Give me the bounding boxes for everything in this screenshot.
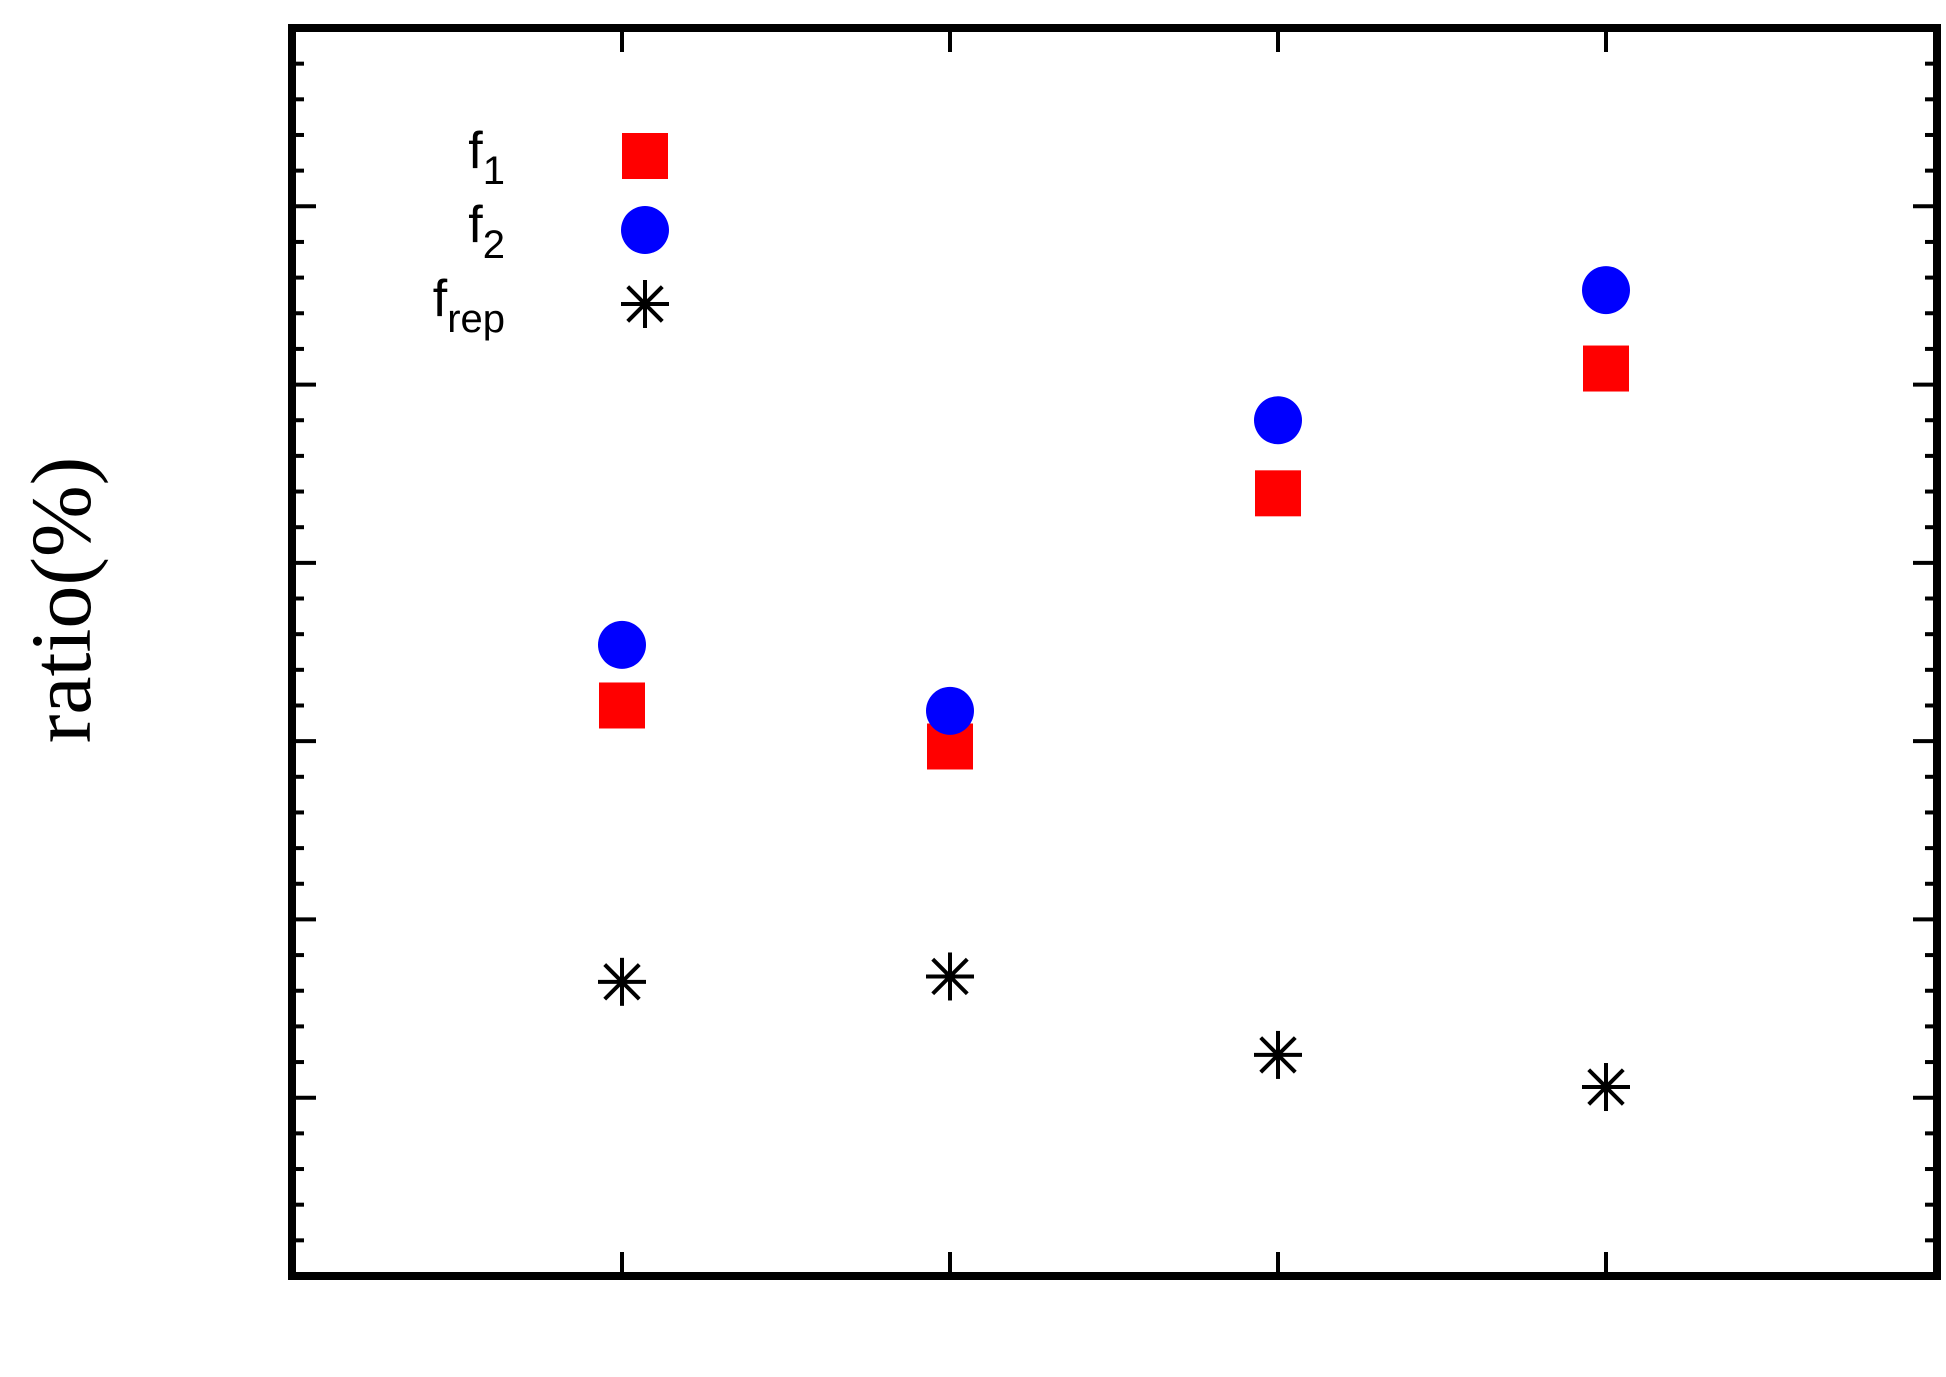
legend-label-frep: frep: [433, 270, 505, 341]
point-f2-Xe: [1582, 266, 1630, 315]
point-frep-Se: [926, 952, 974, 1001]
legend-marker-f2: [621, 206, 669, 254]
point-frep-Te: [1254, 1030, 1302, 1079]
y-axis-label: ratio(%): [13, 457, 109, 744]
data-marks: [598, 266, 1630, 1112]
legend-label-f2: f2: [468, 196, 505, 267]
point-f1-Te: [1255, 470, 1301, 517]
plot-frame: [288, 24, 1941, 1280]
legend-marker-f1: [622, 133, 668, 179]
point-frep-Ge: [598, 957, 646, 1006]
axes: [288, 24, 1941, 1280]
point-f1-Xe: [1583, 345, 1629, 392]
point-f2-Se: [926, 686, 974, 735]
legend-marker-frep: [621, 280, 669, 328]
point-f2-Ge: [598, 620, 646, 669]
legend-label-f1: f1: [468, 122, 505, 193]
point-f1-Ge: [599, 682, 645, 729]
point-frep-Xe: [1582, 1063, 1630, 1112]
point-f2-Te: [1254, 396, 1302, 445]
